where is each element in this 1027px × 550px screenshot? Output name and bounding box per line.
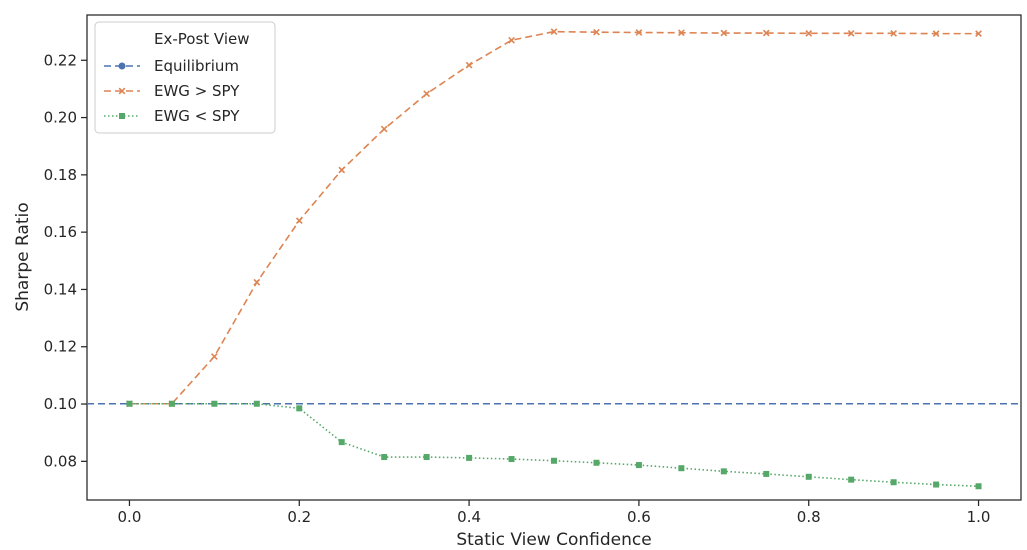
legend-label: Equilibrium [154,57,239,75]
data-point-ewg-spy [720,29,728,37]
data-point-ewg-spy [338,439,345,446]
x-tick-label: 0.8 [797,508,821,526]
data-point-ewg-spy [423,90,431,98]
data-point-ewg-spy [975,30,982,37]
data-point-ewg-spy [423,454,430,461]
data-point-ewg-spy [933,481,940,488]
x-tick-label: 0.2 [287,508,311,526]
y-axis-label: Sharpe Ratio [13,202,33,311]
data-point-ewg-spy [253,400,260,407]
data-point-ewg-spy [805,473,812,480]
legend-entry-ewg-spy: EWG > SPY [104,82,240,100]
data-point-ewg-spy [635,29,643,36]
y-tick-label: 0.20 [44,109,77,127]
data-point-ewg-spy [890,29,898,37]
y-tick-label: 0.16 [44,223,77,241]
x-tick-label: 0.4 [457,508,481,526]
data-point-ewg-spy [551,457,557,464]
data-point-ewg-spy [508,36,515,44]
data-point-ewg-spy [635,462,642,469]
data-point-ewg-spy [720,468,727,475]
data-point-ewg-spy [211,400,218,407]
x-axis-ticks: 0.0 0.2 0.4 0.6 0.8 1.0 [118,500,991,526]
data-point-ewg-spy [890,479,897,486]
data-point-ewg-spy [380,125,388,133]
legend-entry-equilibrium: Equilibrium [104,57,239,75]
data-point-ewg-spy [932,30,940,37]
series-ewg-spy [126,400,982,490]
legend-entry-ewg-spy: EWG < SPY [104,107,240,125]
x-tick-label: 1.0 [967,508,991,526]
data-point-ewg-spy [593,459,600,466]
data-point-ewg-spy [508,456,515,463]
data-point-ewg-spy [338,166,346,174]
y-tick-label: 0.14 [44,280,77,298]
legend-label: EWG < SPY [154,107,240,125]
legend-marker-icon [118,87,126,95]
legend-box [94,21,276,134]
x-tick-label: 0.6 [627,508,651,526]
data-point-ewg-spy [593,28,600,36]
data-point-ewg-spy [253,278,261,286]
data-point-ewg-spy [847,29,855,37]
data-point-ewg-spy [763,470,770,477]
data-point-ewg-spy [848,476,855,483]
series-line-ewg-spy [129,402,979,488]
data-point-ewg-spy [126,400,133,407]
data-point-ewg-spy [550,28,558,35]
series-layer [87,28,1021,490]
data-point-ewg-spy [678,465,685,472]
series-line-ewg-spy [129,30,979,405]
y-tick-label: 0.22 [44,51,77,69]
legend: Ex-Post View Equilibrium EWG > SPY EWG < S… [94,21,276,134]
data-point-ewg-spy [805,29,813,37]
data-point-ewg-spy [677,29,685,37]
data-point-ewg-spy [168,400,175,407]
x-tick-label: 0.0 [118,508,142,526]
legend-marker-icon [118,62,126,70]
y-axis-ticks: 0.08 0.10 0.12 0.14 0.16 0.18 0.20 0.22 [44,51,87,470]
y-tick-label: 0.08 [44,452,77,470]
legend-label: EWG > SPY [154,82,240,100]
data-point-ewg-spy [762,29,770,37]
y-tick-label: 0.10 [44,395,77,413]
legend-title: Ex-Post View [154,30,250,48]
data-point-ewg-spy [465,61,473,69]
data-point-ewg-spy [466,454,473,461]
x-axis-label: Static View Confidence [456,530,651,550]
y-tick-label: 0.18 [44,166,77,184]
data-point-ewg-spy [210,353,218,360]
data-point-ewg-spy [381,454,388,461]
data-point-ewg-spy [975,483,982,490]
data-point-ewg-spy [295,217,303,225]
legend-marker-icon [119,113,125,119]
data-point-ewg-spy [296,405,303,412]
y-tick-label: 0.12 [44,338,77,356]
plot-frame [86,14,1022,501]
